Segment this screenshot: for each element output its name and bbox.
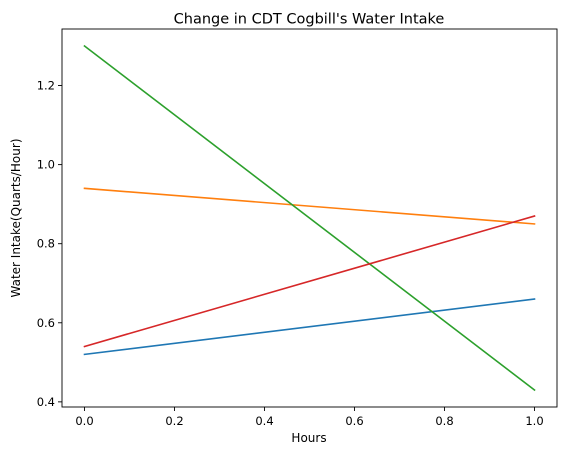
series-line-4 — [83, 215, 536, 348]
series-layer — [83, 44, 536, 392]
x-axis-ticks: 0.0 0.2 0.4 0.6 0.8 1.0 — [75, 407, 544, 428]
y-tick-label: 0.8 — [37, 237, 55, 251]
y-axis-label: Water Intake(Quarts/Hour) — [9, 139, 23, 298]
series-line-2 — [83, 187, 536, 225]
x-tick-label: 0.0 — [75, 414, 93, 428]
x-tick-label: 0.6 — [345, 414, 363, 428]
y-tick-label: 1.2 — [37, 79, 55, 93]
series-line-1 — [83, 298, 536, 356]
series-line-3 — [83, 44, 536, 392]
chart-title: Change in CDT Cogbill's Water Intake — [174, 12, 445, 28]
x-tick-label: 0.8 — [435, 414, 453, 428]
x-tick-label: 0.4 — [255, 414, 273, 428]
y-tick-label: 0.4 — [37, 395, 55, 409]
y-tick-label: 0.6 — [37, 316, 55, 330]
y-tick-label: 1.0 — [37, 158, 55, 172]
x-axis-label: Hours — [291, 431, 326, 445]
plot-frame — [61, 28, 558, 408]
x-tick-label: 0.2 — [165, 414, 183, 428]
x-tick-label: 1.0 — [525, 414, 543, 428]
y-axis-ticks: 0.4 0.6 0.8 1.0 1.2 — [37, 79, 62, 409]
